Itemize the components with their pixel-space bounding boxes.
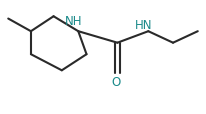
Text: NH: NH bbox=[64, 15, 82, 28]
Text: HN: HN bbox=[135, 19, 152, 32]
Text: O: O bbox=[112, 75, 121, 88]
